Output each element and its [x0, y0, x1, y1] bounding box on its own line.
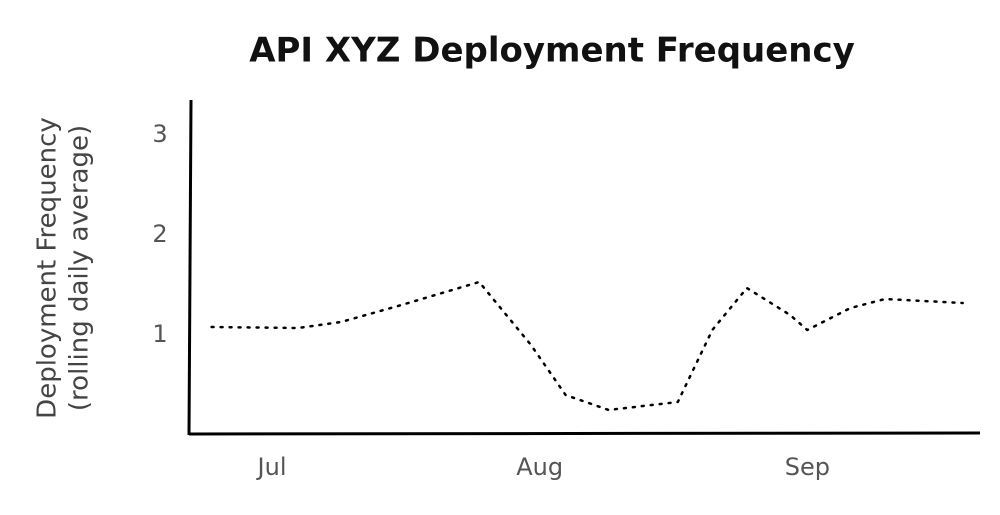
y-tick-label: 1 [152, 320, 167, 348]
x-tick-label: Sep [785, 453, 830, 481]
x-tick-label: Aug [516, 453, 563, 481]
y-axis [187, 99, 193, 436]
y-axis-label: Deployment Frequency (rolling daily aver… [33, 117, 95, 419]
y-tick-label: 3 [152, 120, 167, 148]
data-line [210, 280, 964, 412]
y-axis-label-line: (rolling daily average) [65, 125, 95, 411]
x-tick-label: Jul [256, 453, 287, 481]
chart-title: API XYZ Deployment Frequency [249, 31, 855, 71]
y-tick-label: 2 [152, 220, 167, 248]
y-axis-label-line: Deployment Frequency [33, 117, 63, 419]
x-axis [188, 431, 981, 436]
